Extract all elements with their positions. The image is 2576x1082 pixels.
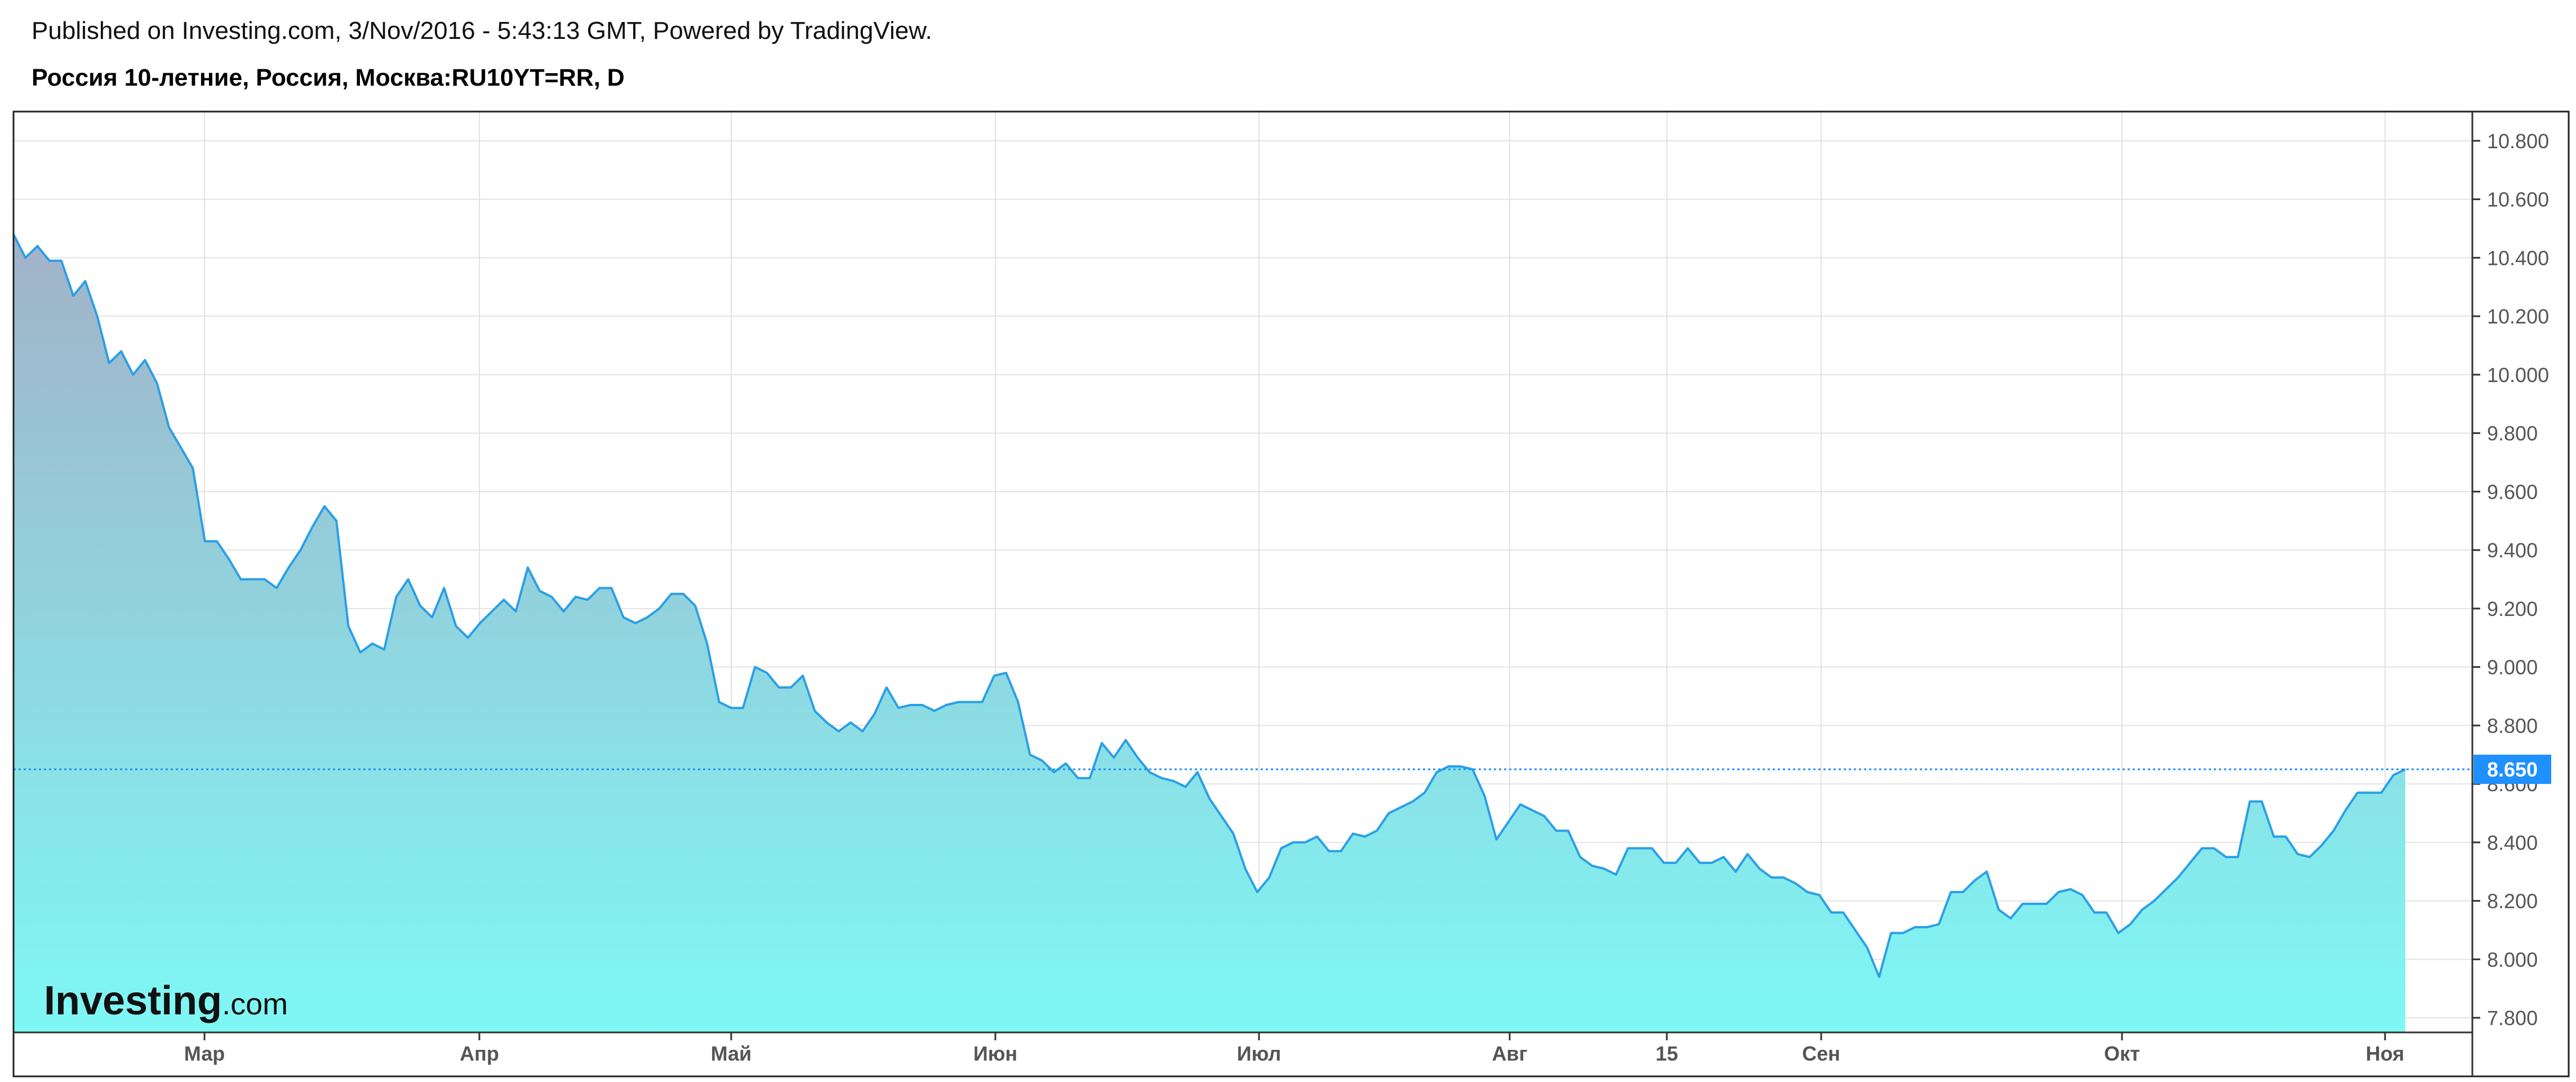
last-price-label: 8.650 [2487,758,2538,781]
last-price-tag: 8.650 [2473,755,2551,784]
x-tick-label: Ноя [2366,1042,2405,1065]
y-tick-label: 8.400 [2487,831,2538,854]
x-tick-label: Авг [1492,1042,1527,1065]
logo-main-text: Investing [44,978,222,1023]
logo-suffix-text: .com [222,987,288,1021]
x-tick-label: Окт [2104,1042,2140,1065]
y-tick-label: 9.000 [2487,656,2538,679]
y-tick-label: 10.600 [2487,188,2549,211]
y-tick-label: 9.800 [2487,422,2538,445]
y-tick-label: 8.800 [2487,714,2538,737]
y-tick-label: 8.000 [2487,948,2538,971]
x-axis-ticks: Мар Апр Май Июн Июл Авг 15 Сен Окт Ноя [184,1032,2404,1065]
y-tick-label: 9.400 [2487,539,2538,562]
y-tick-label: 9.200 [2487,597,2538,620]
y-tick-label: 10.200 [2487,305,2549,328]
y-tick-label: 10.000 [2487,363,2549,387]
investing-logo: Investing.com [44,978,288,1023]
x-tick-label: Сен [1802,1042,1840,1065]
y-tick-label: 7.800 [2487,1006,2538,1030]
x-tick-label: 15 [1656,1042,1678,1065]
area-fill [14,234,2405,1032]
chart-symbol-title: Россия 10-летние, Россия, Москва:RU10YT=… [32,64,625,91]
x-tick-label: Июн [973,1042,1017,1065]
series-line [14,233,2406,978]
y-tick-label: 9.600 [2487,480,2538,503]
y-tick-label: 10.400 [2487,246,2549,269]
x-tick-label: Апр [460,1042,499,1065]
y-tick-label: 8.200 [2487,890,2538,913]
y-axis-ticks: 7.8008.0008.2008.4008.6008.8009.0009.200… [2472,130,2549,1030]
chart-border [12,110,2570,1077]
published-info: Published on Investing.com, 3/Nov/2016 -… [32,17,932,45]
x-tick-label: Мар [184,1042,225,1065]
x-tick-label: Май [711,1042,752,1065]
x-tick-label: Июл [1237,1042,1282,1065]
y-tick-label: 10.800 [2487,130,2549,153]
